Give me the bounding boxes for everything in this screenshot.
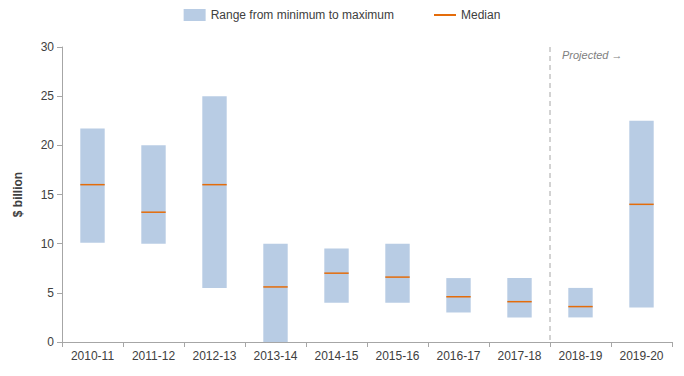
svg-text:2018-19: 2018-19 — [558, 349, 602, 363]
svg-text:2015-16: 2015-16 — [375, 349, 419, 363]
svg-text:10: 10 — [41, 237, 55, 251]
svg-text:0: 0 — [47, 335, 54, 349]
svg-text:2011-12: 2011-12 — [132, 349, 175, 363]
svg-text:$ billion: $ billion — [11, 172, 25, 217]
svg-text:5: 5 — [47, 286, 54, 300]
svg-text:Range from minimum to maximum: Range from minimum to maximum — [211, 8, 394, 22]
svg-text:Projected →: Projected → — [562, 49, 623, 61]
svg-text:2017-18: 2017-18 — [497, 349, 541, 363]
svg-text:30: 30 — [41, 40, 55, 54]
svg-text:Median: Median — [461, 8, 500, 22]
svg-text:2016-17: 2016-17 — [436, 349, 480, 363]
svg-text:2012-13: 2012-13 — [192, 349, 236, 363]
svg-text:25: 25 — [41, 89, 55, 103]
svg-text:2019-20: 2019-20 — [619, 349, 663, 363]
svg-text:2013-14: 2013-14 — [253, 349, 297, 363]
svg-text:2014-15: 2014-15 — [314, 349, 358, 363]
svg-text:20: 20 — [41, 138, 55, 152]
svg-text:15: 15 — [41, 188, 55, 202]
svg-text:2010-11: 2010-11 — [71, 349, 114, 363]
